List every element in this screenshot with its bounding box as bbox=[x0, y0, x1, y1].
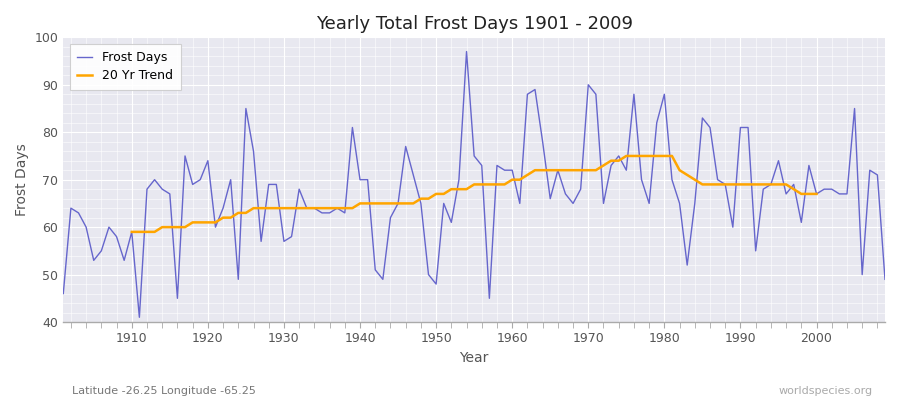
Frost Days bbox=[522, 92, 533, 97]
Frost Days bbox=[293, 187, 304, 192]
20 Yr Trend bbox=[621, 154, 632, 158]
20 Yr Trend bbox=[302, 206, 312, 210]
20 Yr Trend bbox=[712, 182, 723, 187]
Frost Days bbox=[119, 258, 130, 263]
X-axis label: Year: Year bbox=[460, 351, 489, 365]
20 Yr Trend bbox=[286, 206, 297, 210]
Y-axis label: Frost Days: Frost Days bbox=[15, 143, 29, 216]
Frost Days bbox=[461, 49, 472, 54]
Text: Latitude -26.25 Longitude -65.25: Latitude -26.25 Longitude -65.25 bbox=[72, 386, 256, 396]
Text: worldspecies.org: worldspecies.org bbox=[778, 386, 873, 396]
20 Yr Trend bbox=[210, 220, 220, 225]
Frost Days bbox=[613, 154, 624, 158]
20 Yr Trend bbox=[811, 192, 822, 196]
Frost Days bbox=[879, 277, 890, 282]
Legend: Frost Days, 20 Yr Trend: Frost Days, 20 Yr Trend bbox=[69, 44, 181, 90]
Line: 20 Yr Trend: 20 Yr Trend bbox=[131, 156, 816, 232]
Frost Days bbox=[134, 315, 145, 320]
Frost Days bbox=[58, 291, 68, 296]
20 Yr Trend bbox=[126, 230, 137, 234]
Line: Frost Days: Frost Days bbox=[63, 52, 885, 317]
20 Yr Trend bbox=[796, 192, 806, 196]
Frost Days bbox=[515, 201, 526, 206]
20 Yr Trend bbox=[804, 192, 814, 196]
Title: Yearly Total Frost Days 1901 - 2009: Yearly Total Frost Days 1901 - 2009 bbox=[316, 15, 633, 33]
Frost Days bbox=[339, 210, 350, 215]
